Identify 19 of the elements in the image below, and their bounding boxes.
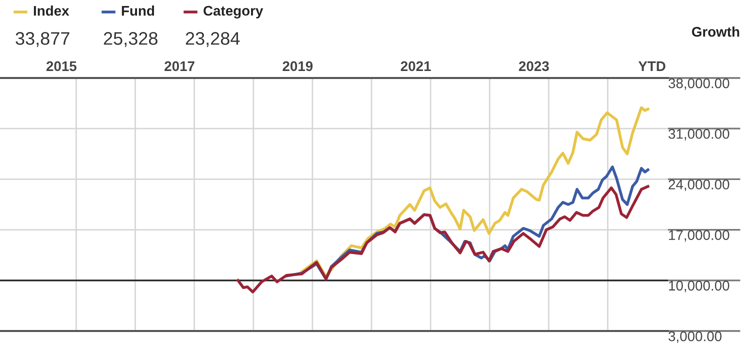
- text: 33,877: [16, 32, 70, 47]
- y-tick-label: 17,000.00: [669, 230, 730, 242]
- legend-label: Index: [34, 6, 70, 16]
- x-tick-label: 2017: [164, 61, 194, 72]
- y-tick-label: 31,000.00: [668, 128, 730, 140]
- y-tick-label: 10,000.00: [669, 280, 730, 292]
- x-tick-label: 2019: [282, 61, 313, 72]
- x-tick-label: 2023: [518, 61, 549, 72]
- x-tick-label: 2021: [400, 61, 431, 72]
- y-tick-label: 38,000.00: [668, 78, 730, 90]
- y-tick-label: 24,000.00: [668, 180, 730, 192]
- legend-label: Category: [204, 6, 264, 18]
- legend-label: Fund: [122, 6, 154, 16]
- y-axis-title: Growth: [692, 26, 740, 37]
- x-tick-label: YTD: [638, 61, 666, 71]
- text: 23,284: [186, 32, 240, 47]
- x-tick-label: 2015: [46, 61, 76, 72]
- y-tick-label: 3,000.00: [668, 331, 722, 343]
- text: 25,328: [104, 32, 158, 47]
